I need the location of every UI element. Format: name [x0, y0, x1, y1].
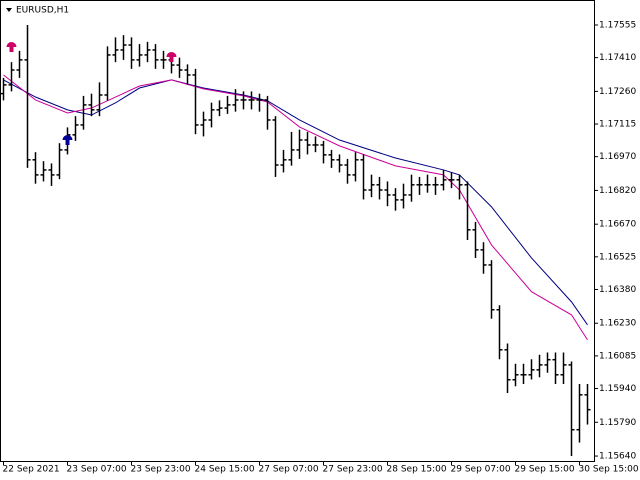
y-tick-label: 1.16085 [599, 351, 636, 361]
y-tick-label: 1.16230 [599, 319, 636, 329]
x-tick-label: 30 Sep 15:00 [579, 465, 639, 475]
y-tick-label: 1.17555 [599, 20, 636, 30]
y-tick-label: 1.16970 [599, 152, 636, 162]
signal-arrow [62, 135, 73, 146]
x-tick-label: 29 Sep 07:00 [451, 465, 511, 475]
y-tick-label: 1.15640 [599, 452, 636, 462]
x-tick-label: 23 Sep 07:00 [67, 465, 127, 475]
plot-frame [0, 0, 595, 462]
x-tick-label: 24 Sep 15:00 [195, 465, 255, 475]
y-tick-label: 1.16670 [599, 220, 636, 230]
signal-arrow [166, 51, 177, 62]
symbol-menu-icon [6, 8, 12, 12]
x-tick-label: 29 Sep 15:00 [515, 465, 575, 475]
x-tick-label: 22 Sep 2021 [3, 465, 60, 475]
x-tick-label: 23 Sep 23:00 [131, 465, 191, 475]
signal-arrow [6, 42, 17, 53]
y-tick-label: 1.16525 [599, 252, 636, 262]
y-tick-label: 1.16820 [599, 186, 636, 196]
chart-title: EURUSD,H1 [16, 6, 69, 16]
x-tick-label: 27 Sep 23:00 [323, 465, 383, 475]
x-tick-label: 27 Sep 07:00 [259, 465, 319, 475]
y-tick-label: 1.16380 [599, 285, 636, 295]
x-tick-label: 28 Sep 15:00 [387, 465, 447, 475]
y-tick-label: 1.17115 [599, 120, 636, 130]
y-tick-label: 1.17410 [599, 53, 636, 63]
y-tick-label: 1.15790 [599, 418, 636, 428]
y-tick-label: 1.17260 [599, 87, 636, 97]
y-tick-label: 1.15940 [599, 384, 636, 394]
